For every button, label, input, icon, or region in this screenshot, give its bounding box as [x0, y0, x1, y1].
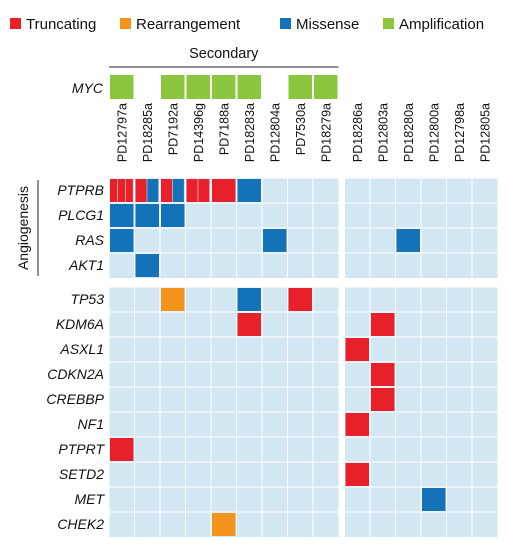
mutation-cell-plcg1-pd12797a — [110, 204, 134, 227]
mutation-cell-tp53-pd7192a — [161, 288, 185, 311]
mutation-cell-ptprt-pd12797a — [110, 438, 134, 461]
mutation-cell-cdkn2a-pd12803a — [371, 363, 395, 386]
mutation-cell-ptprb-pd12797a-2 — [125, 179, 133, 202]
mutation-cell-akt1-pd18285a — [135, 254, 159, 277]
sample-label-pd12803a: PD12803a — [376, 103, 390, 162]
legend-swatch-missense — [280, 18, 291, 29]
sample-label-pd18285a: PD18285a — [141, 103, 155, 162]
gene-label-setd2: SETD2 — [59, 466, 104, 482]
legend-label-truncating: Truncating — [26, 16, 96, 33]
sample-labels: PD12797a PD18285a PD7192a PD14396g PD7188a PD… — [115, 103, 492, 162]
gene-label-tp53: TP53 — [71, 291, 105, 307]
amp-cell-pd7192a — [161, 75, 185, 99]
mutation-cell-ptprb-pd14396g-0 — [186, 179, 198, 202]
gene-label-nf1: NF1 — [78, 416, 104, 432]
mutation-grid — [108, 177, 498, 537]
sample-label-pd12804a: PD12804a — [268, 103, 282, 162]
sample-label-pd18286a: PD18286a — [351, 103, 365, 162]
sample-label-pd12805a: PD12805a — [478, 103, 492, 162]
mutation-cell-nf1-pd18286a — [345, 413, 369, 436]
sample-label-pd7192a: PD7192a — [166, 103, 180, 155]
mutation-cell-ptprb-pd14396g-1 — [198, 179, 210, 202]
legend-swatch-truncating — [10, 18, 21, 29]
mutation-cell-asxl1-pd18286a — [345, 338, 369, 361]
section-label-angiogenesis: Angiogenesis — [15, 186, 31, 270]
legend-swatch-rearrangement — [120, 18, 131, 29]
gene-label-ptprb: PTPRB — [57, 182, 104, 198]
gene-label-cdkn2a: CDKN2A — [47, 366, 104, 382]
mutation-cell-kdm6a-pd12803a — [371, 313, 395, 336]
mutation-cell-ptprb-pd18285a-0 — [135, 179, 147, 202]
gene-labels: PTPRB PLCG1 RAS AKT1 TP53 KDM6A ASXL1 CDKN2A CRE… — [46, 182, 105, 532]
sample-label-pd12800a: PD12800a — [427, 103, 441, 162]
mutation-cell-ptprb-pd18283a — [237, 179, 261, 202]
amp-cell-pd7530a — [288, 75, 312, 99]
mutation-cell-ptprb-pd7192a-0 — [161, 179, 173, 202]
mutation-cell-ptprb-pd12797a-1 — [117, 179, 126, 202]
gene-label-kdm6a: KDM6A — [56, 316, 104, 332]
mutation-cell-tp53-pd7530a — [288, 288, 312, 311]
gene-section-labels: Angiogenesis — [15, 180, 39, 276]
amp-cell-pd18279a — [314, 75, 338, 99]
mutation-cell-setd2-pd18286a — [345, 463, 369, 486]
legend-label-rearrangement: Rearrangement — [136, 16, 241, 33]
group-label-secondary: Secondary — [189, 46, 259, 62]
gene-label-crebbp: CREBBP — [46, 391, 104, 407]
mutation-cell-plcg1-pd7192a — [161, 204, 185, 227]
amp-gene-label: MYC — [72, 80, 104, 96]
sample-label-pd18280a: PD18280a — [402, 103, 416, 162]
sample-label-pd18283a: PD18283a — [243, 103, 257, 162]
mutation-cell-ptprb-pd7192a-1 — [172, 179, 184, 202]
amp-cell-pd12797a — [110, 75, 134, 99]
mutation-cell-crebbp-pd12803a — [371, 388, 395, 411]
sample-label-pd12797a: PD12797a — [115, 103, 129, 162]
mutation-cell-kdm6a-pd18283a — [237, 313, 261, 336]
mutation-cell-chek2-pd7188a — [212, 513, 236, 536]
sample-label-pd18279a: PD18279a — [319, 103, 333, 162]
sample-label-pd14396g: PD14396g — [192, 103, 206, 162]
mutation-cell-ras-pd18280a — [396, 229, 420, 252]
gene-label-plcg1: PLCG1 — [58, 207, 104, 223]
legend-label-amplification: Amplification — [399, 16, 484, 33]
sample-label-pd7530a: PD7530a — [294, 103, 308, 155]
mutation-cell-tp53-pd18283a — [237, 288, 261, 311]
mutation-cell-ptprb-pd18285a-1 — [147, 179, 159, 202]
mutation-cell-met-pd12800a — [422, 488, 446, 511]
mutation-cell-ptprb-pd12797a-0 — [110, 179, 118, 202]
mutation-cell-ras-pd12797a — [110, 229, 134, 252]
gene-label-met: MET — [74, 491, 105, 507]
gene-label-ptprt: PTPRT — [58, 441, 105, 457]
sample-label-pd7188a: PD7188a — [217, 103, 231, 155]
amplification-track: MYC — [72, 75, 338, 99]
legend: Truncating Rearrangement Missense Amplifica… — [10, 16, 484, 33]
mutation-cell-ras-pd12804a — [263, 229, 287, 252]
gene-label-ras: RAS — [75, 232, 104, 248]
legend-swatch-amplification — [383, 18, 394, 29]
sample-group-headers: Secondary — [109, 46, 339, 68]
amp-cell-pd18283a — [237, 75, 261, 99]
gene-label-asxl1: ASXL1 — [59, 341, 104, 357]
gene-label-akt1: AKT1 — [68, 257, 104, 273]
mutation-cell-ptprb-pd7188a — [212, 179, 236, 202]
amp-cell-pd7188a — [212, 75, 236, 99]
mutation-cell-plcg1-pd18285a — [135, 204, 159, 227]
gene-label-chek2: CHEK2 — [57, 516, 104, 532]
legend-label-missense: Missense — [296, 16, 359, 33]
amp-cell-pd14396g — [186, 75, 210, 99]
sample-label-pd12798a: PD12798a — [453, 103, 467, 162]
